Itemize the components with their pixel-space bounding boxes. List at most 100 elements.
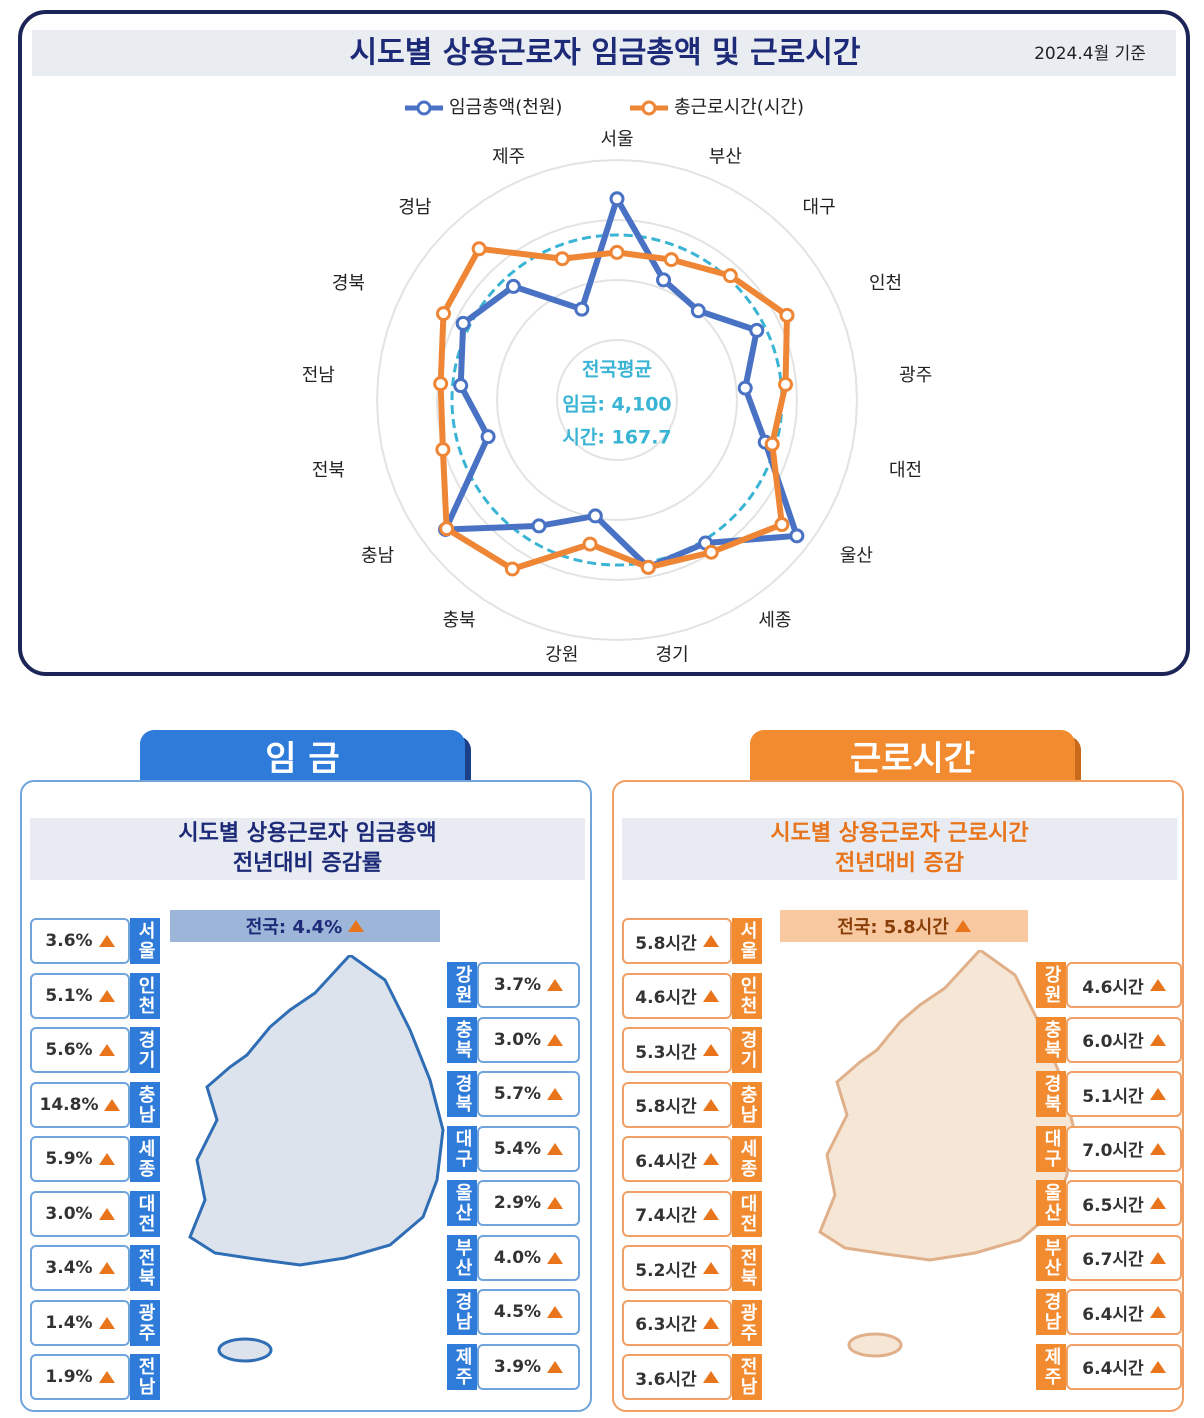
value-text: 3.4% <box>45 1258 93 1278</box>
region-tag: 경남 <box>1036 1289 1066 1335</box>
axis-label: 인천 <box>869 273 902 294</box>
subtitle: 시도별 상용근로자 임금총액 전년대비 증감률 <box>30 818 585 880</box>
point <box>439 521 455 537</box>
up-icon <box>1149 1088 1166 1100</box>
value-box: 4.6시간 <box>1066 962 1182 1008</box>
value-box: 5.1시간 <box>1066 1071 1182 1117</box>
value-text: 3.9% <box>493 1356 542 1377</box>
axis-label: 세종 <box>758 610 791 631</box>
up-icon <box>702 1207 719 1220</box>
legend-label: 임금총액(천원) <box>449 97 562 118</box>
region-tag: 충남 <box>732 1081 762 1128</box>
value-text: 3.0% <box>493 1029 542 1050</box>
value-text: 5.8시간 <box>635 933 697 954</box>
value-box: 1.9% <box>30 1354 130 1400</box>
value-text: 6.5시간 <box>1082 1195 1144 1216</box>
point <box>609 244 625 260</box>
value-text: 7.0시간 <box>1082 1141 1144 1161</box>
up-icon <box>547 1142 564 1155</box>
value-text: 6.0시간 <box>1082 1032 1144 1052</box>
value-text: 4.0% <box>493 1247 542 1268</box>
region-tag: 광주 <box>130 1299 160 1346</box>
value-text: 5.7% <box>493 1084 542 1104</box>
point <box>640 559 656 575</box>
value-text: 6.3시간 <box>635 1315 697 1335</box>
region-tag: 세종 <box>130 1136 160 1182</box>
series-line <box>442 195 800 571</box>
chart-subtitle: 2024.4월 기준 <box>1034 44 1146 64</box>
value-text: 3.0% <box>45 1203 93 1224</box>
up-icon <box>954 920 971 932</box>
point <box>435 442 451 458</box>
axis-label: 대구 <box>803 197 836 218</box>
value-box: 5.1% <box>30 972 130 1019</box>
region-tag: 울산 <box>447 1180 477 1226</box>
region-tag: 대구 <box>1036 1125 1066 1172</box>
point <box>749 322 765 338</box>
region-tag: 전북 <box>732 1245 762 1291</box>
value-text: 4.5% <box>493 1302 542 1322</box>
series-line <box>437 245 790 572</box>
value-box: 4.5% <box>477 1289 580 1335</box>
subtitle: 시도별 상용근로자 근로시간 전년대비 증감 <box>622 818 1177 880</box>
point <box>774 517 790 533</box>
national-text: 전국: 5.8시간 <box>837 917 949 938</box>
axis-label: 부산 <box>709 147 742 168</box>
national-text: 전국: 4.4% <box>245 917 343 938</box>
value-box: 5.8시간 <box>622 918 732 964</box>
region-tag: 대구 <box>447 1125 477 1172</box>
up-icon <box>98 1207 115 1220</box>
axis-label: 광주 <box>899 365 932 386</box>
region-tag: 경남 <box>447 1289 477 1335</box>
point <box>433 376 449 392</box>
value-box: 3.4% <box>30 1245 130 1291</box>
value-box: 2.9% <box>477 1180 580 1226</box>
region-tag: 제주 <box>1036 1343 1066 1390</box>
value-text: 4.6시간 <box>1082 977 1144 998</box>
axis-label: 전북 <box>312 460 345 481</box>
national-total: 전국: 5.8시간 <box>780 910 1028 942</box>
region-tag: 강원 <box>1036 962 1066 1008</box>
up-icon <box>702 1316 719 1329</box>
radar-ring <box>435 218 799 582</box>
panel <box>612 780 1184 1412</box>
value-text: 3.6% <box>45 931 93 951</box>
axis-label: 경북 <box>332 273 365 294</box>
up-icon <box>98 1262 115 1274</box>
value-box: 7.4시간 <box>622 1190 732 1237</box>
up-icon <box>1149 1197 1166 1209</box>
point <box>554 251 570 267</box>
value-box: 6.4시간 <box>622 1136 732 1182</box>
value-box: 1.4% <box>30 1299 130 1346</box>
up-icon <box>348 920 365 932</box>
region-tag: 경북 <box>1036 1071 1066 1117</box>
value-box: 3.6시간 <box>622 1354 732 1400</box>
point <box>453 378 469 394</box>
map-island <box>217 1337 273 1363</box>
value-box: 6.7시간 <box>1066 1234 1182 1281</box>
value-text: 4.6시간 <box>635 988 697 1008</box>
radar-ring <box>375 158 859 642</box>
region-tag: 경북 <box>447 1071 477 1117</box>
value-box: 3.7% <box>477 962 580 1008</box>
point <box>455 315 471 331</box>
title-band <box>32 30 1176 76</box>
value-box: 5.2시간 <box>622 1245 732 1291</box>
tab: 근로시간 <box>750 730 1075 780</box>
up-icon <box>702 1262 719 1274</box>
up-icon <box>547 1251 564 1264</box>
up-icon <box>1149 1360 1166 1373</box>
up-icon <box>547 1306 564 1318</box>
region-tag: 경기 <box>732 1027 762 1073</box>
up-icon <box>547 1360 564 1373</box>
region-tag: 충북 <box>1036 1016 1066 1063</box>
value-text: 3.7% <box>493 975 542 995</box>
axis-label: 서울 <box>600 129 633 150</box>
annotation: 임금: 4,100 <box>562 394 671 416</box>
region-tag: 전남 <box>732 1354 762 1400</box>
point <box>778 376 794 392</box>
point <box>663 252 679 268</box>
point <box>505 278 521 294</box>
point <box>531 518 547 534</box>
legend-marker <box>641 100 657 116</box>
